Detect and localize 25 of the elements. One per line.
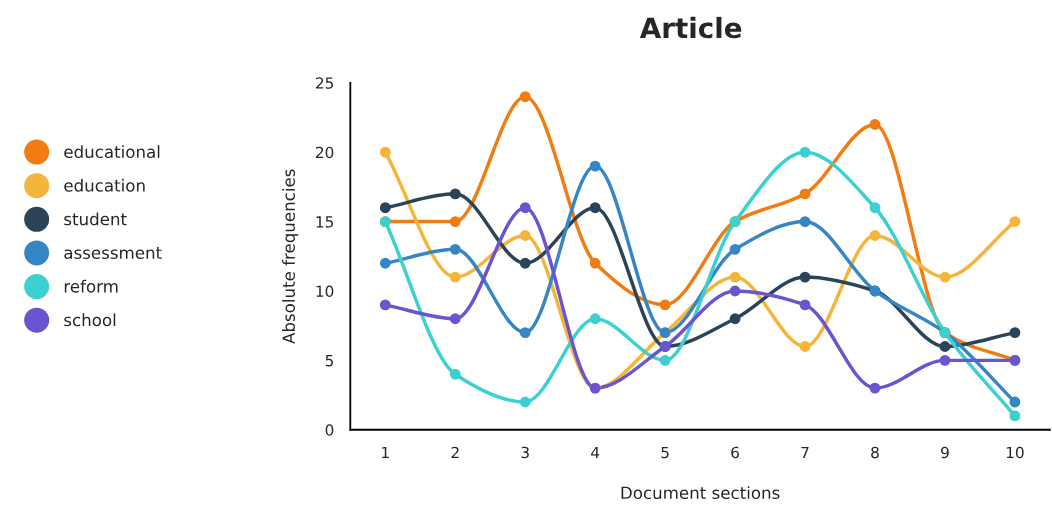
x-tick-label: 1 <box>382 446 389 459</box>
x-tick-label: 6 <box>731 446 739 459</box>
legend-label: education <box>64 178 145 192</box>
legend-label: student <box>64 212 127 226</box>
x-tick-label: 8 <box>871 446 879 459</box>
x-tick-label: 2 <box>451 446 459 459</box>
legend-label: reform <box>64 279 118 293</box>
y-tick-label: 25 <box>316 77 334 89</box>
x-axis-title: Document sections <box>621 486 780 500</box>
x-tick-label: 10 <box>1006 446 1024 459</box>
y-tick-label: 5 <box>325 355 334 367</box>
y-tick-label: 20 <box>316 146 334 159</box>
legend-label: assessment <box>64 247 162 259</box>
x-tick-label: 9 <box>941 446 949 459</box>
x-tick-label: 7 <box>801 446 809 459</box>
legend-label: educational <box>64 145 160 159</box>
legend-label: school <box>64 313 116 327</box>
y-tick-label: 10 <box>316 285 334 297</box>
y-tick-label: 15 <box>316 216 334 228</box>
chart-title: Article <box>639 16 742 39</box>
x-tick-label: 3 <box>521 446 529 459</box>
y-axis-title: Absolute frequencies <box>282 169 299 344</box>
x-tick-label: 5 <box>661 446 669 459</box>
y-tick-label: 0 <box>325 424 334 436</box>
x-tick-label: 4 <box>591 446 600 459</box>
